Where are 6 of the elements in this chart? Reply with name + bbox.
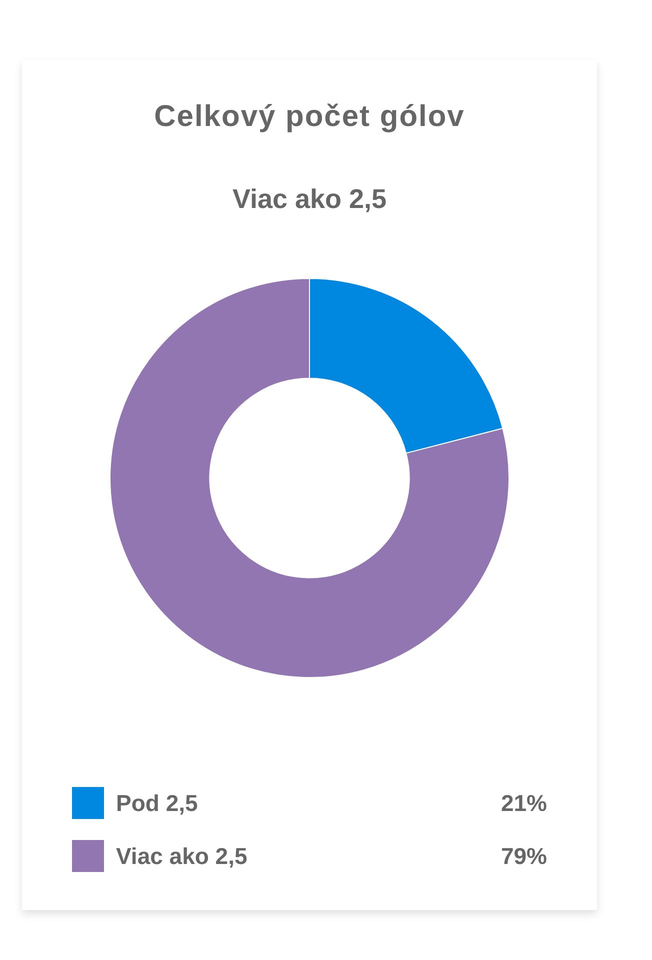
legend-label: Pod 2,5: [116, 790, 199, 816]
chart-subtitle: Viac ako 2,5: [231, 184, 388, 215]
data-label: 21%: [500, 790, 547, 816]
chart-title: Celkový počet gólov: [153, 100, 466, 134]
legend-label: Viac ako 2,5: [116, 842, 248, 870]
data-label: 79%: [500, 842, 547, 870]
